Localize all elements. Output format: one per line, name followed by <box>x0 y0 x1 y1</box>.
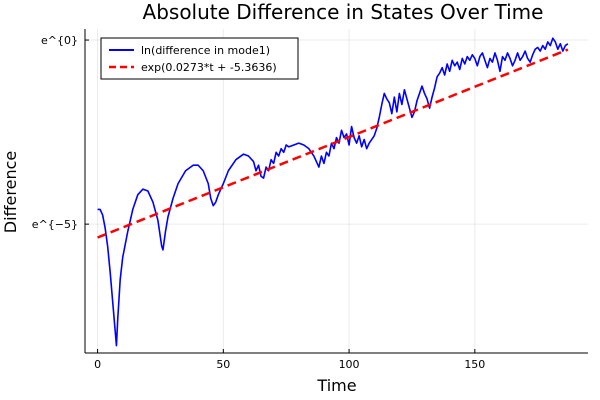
series-line-2 <box>97 48 569 239</box>
legend-box <box>100 37 299 80</box>
x-tick-label: 100 <box>339 358 360 371</box>
series-layer <box>97 37 569 347</box>
y-tick-label: e^{−5} <box>32 218 78 231</box>
chart-title: Absolute Difference in States Over Time <box>143 0 544 24</box>
y-ticks: e^{−5} e^{0} <box>32 34 89 231</box>
legend-label-series-2: exp(0.0273*t + -5.3636) <box>141 61 277 74</box>
x-tick-label: 0 <box>94 358 101 371</box>
y-axis-label: Difference <box>1 151 20 233</box>
x-tick-label: 50 <box>216 358 230 371</box>
legend-label-series-1: ln(difference in mode1) <box>141 44 270 57</box>
x-ticks: 0 50 100 150 <box>94 349 485 371</box>
legend: ln(difference in mode1) exp(0.0273*t + -… <box>100 37 299 80</box>
y-tick-label: e^{0} <box>41 34 78 47</box>
x-tick-label: 150 <box>464 358 485 371</box>
axes <box>84 29 588 354</box>
series-line-1 <box>97 37 569 347</box>
x-axis-label: Time <box>316 376 356 395</box>
